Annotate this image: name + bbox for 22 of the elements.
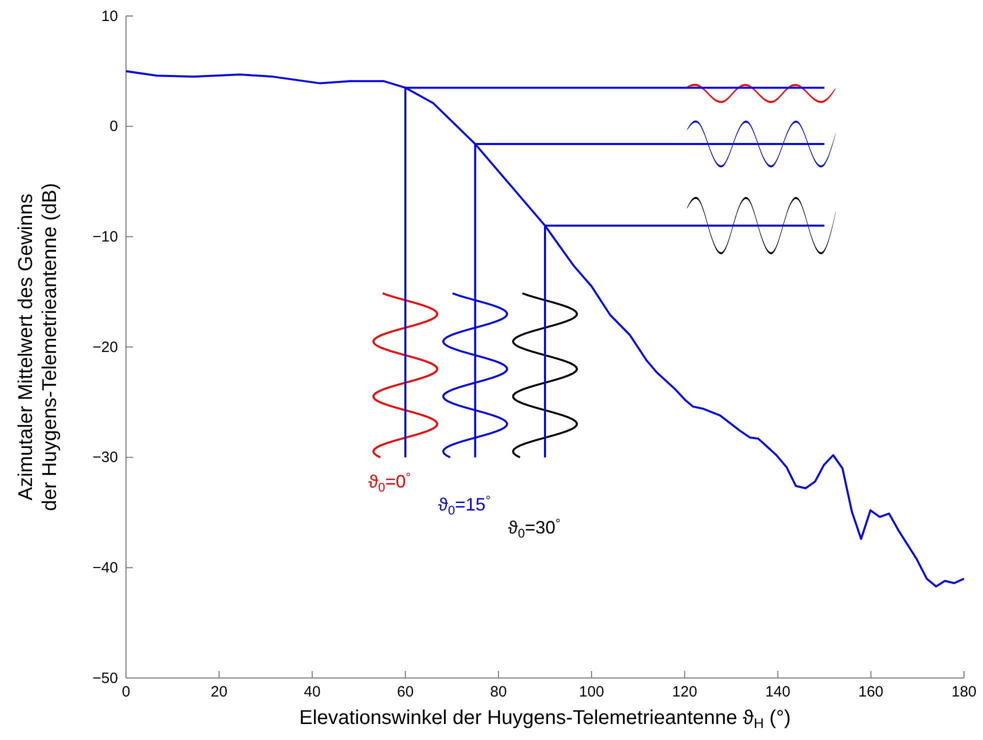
y-tick-label: −30 — [92, 449, 118, 466]
y-tick-label: −50 — [92, 670, 118, 687]
annotation: ϑ$_{0}$=15$^{°}$ — [438, 493, 491, 518]
annotation: ϑ$_{0}$=30$^{°}$ — [508, 516, 560, 540]
annotation: ϑ$_{0}$=0$^{°}$ — [368, 470, 411, 494]
x-tick-label: 80 — [490, 684, 507, 701]
y-tick-label: 10 — [101, 8, 118, 25]
x-tick-label: 20 — [210, 684, 228, 701]
x-tick-label: 40 — [304, 684, 321, 701]
y-tick-label: 0 — [110, 118, 118, 136]
x-tick-label: 180 — [951, 684, 977, 701]
x-tick-label: 140 — [765, 684, 790, 701]
x-tick-label: 100 — [579, 684, 604, 701]
y-tick-label: −10 — [92, 228, 118, 246]
y-axis-title: Azimutaler Mittelwert des Gewinns der Huygens-Telemetrieantenne (dB) — [15, 183, 61, 511]
x-tick-label: 0 — [122, 684, 130, 701]
y-tick-label: −40 — [92, 559, 118, 576]
x-tick-label: 60 — [396, 684, 414, 701]
x-tick-label: 160 — [858, 684, 884, 701]
x-axis-title: Elevationswinkel der Huygens-Telemetrieantenne ϑ$_{H}$ (°) — [299, 707, 791, 732]
y-tick-label: −20 — [92, 338, 118, 356]
x-tick-label: 120 — [672, 684, 698, 701]
